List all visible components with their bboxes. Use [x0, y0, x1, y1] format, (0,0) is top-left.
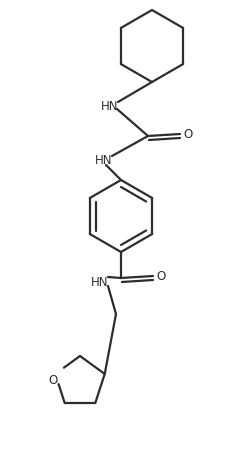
- Text: HN: HN: [95, 153, 113, 167]
- Text: O: O: [49, 375, 58, 387]
- Text: O: O: [156, 271, 166, 283]
- Text: HN: HN: [91, 276, 109, 288]
- Text: O: O: [183, 128, 193, 142]
- Text: HN: HN: [101, 99, 119, 113]
